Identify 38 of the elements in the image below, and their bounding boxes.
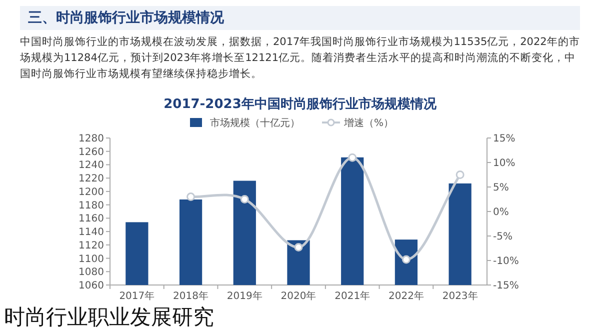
point	[294, 243, 303, 252]
x-tick-label: 2023年	[442, 290, 478, 302]
x-tick-label: 2020年	[280, 290, 316, 302]
x-tick-label: 2021年	[334, 290, 370, 302]
y-tick-label: 1140	[78, 227, 104, 238]
y-tick-label: 1280	[78, 134, 104, 144]
y2-tick-label: -5%	[493, 232, 512, 242]
point	[240, 195, 249, 204]
legend-label: 市场规模（十亿元）	[210, 117, 300, 129]
y2-tick-label: -15%	[493, 280, 519, 292]
point	[456, 170, 464, 179]
text: 三、时尚服饰行业市场规模情况	[20, 6, 580, 30]
x-tick-label: 2022年	[388, 290, 424, 302]
y-tick-label: 1200	[78, 186, 104, 198]
point	[402, 255, 410, 264]
legend-label: 增速（%）	[343, 117, 394, 129]
x-tick-label: 2017年	[119, 290, 155, 302]
y-tick-label: 1180	[78, 200, 104, 212]
y-tick-label: 1160	[78, 214, 104, 225]
y-tick-label: 1220	[78, 174, 104, 185]
y-tick-label: 1100	[78, 254, 104, 265]
text: 时尚行业职业发展研究	[4, 304, 214, 330]
x-tick-label: 2018年	[173, 290, 209, 302]
point	[348, 153, 357, 162]
y-tick-label: 1120	[78, 240, 104, 252]
chart-title: 2017-2023年中国时尚服饰行业市场规模情况	[164, 96, 438, 112]
y2-tick-label: 10%	[493, 158, 516, 169]
y2-tick-label: 0%	[493, 207, 509, 218]
y-tick-label: 1260	[78, 146, 104, 158]
y2-tick-label: -10%	[493, 256, 519, 267]
y-tick-label: 1060	[78, 280, 104, 292]
y2-tick-label: 5%	[493, 182, 509, 194]
point	[186, 192, 196, 202]
y2-tick-label: 15%	[493, 134, 516, 144]
x-tick-label: 2019年	[226, 290, 262, 302]
text: 中国时尚服饰行业的市场规模在波动发展，据数据，2017年我国时尚服饰行业市场规模为11535亿元，2022年的市场规模为11284亿元，预计到2023年将增长至12121亿元。随着消费者生活水平的提高和时尚潮流的不断变化，中国时尚服饰行业市场规模有望继续保持稳步增长。	[20, 35, 580, 82]
y-tick-label: 1080	[78, 267, 104, 278]
y-tick-label: 1240	[78, 160, 104, 172]
